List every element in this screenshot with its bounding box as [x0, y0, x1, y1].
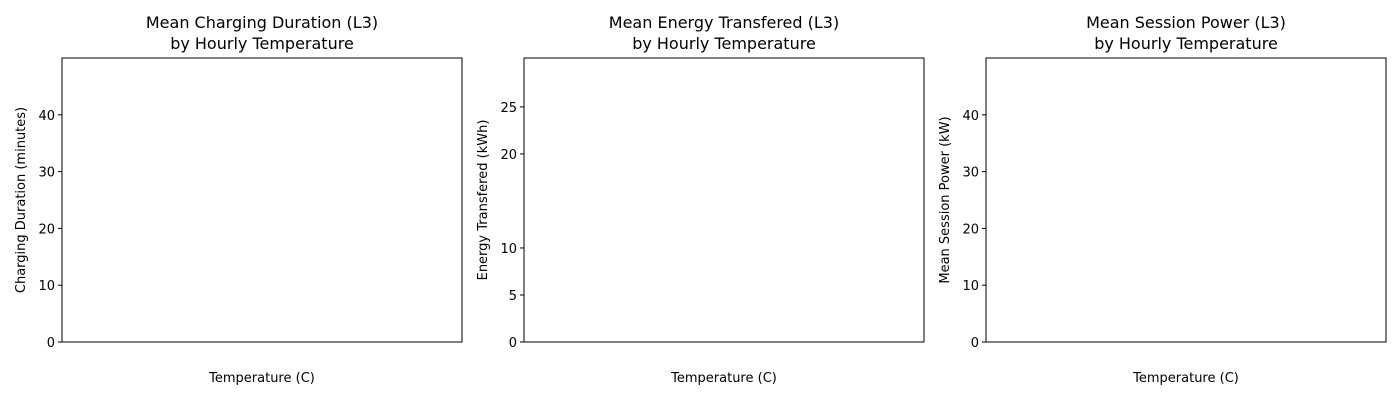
y-tick-label: 25 — [500, 101, 517, 116]
chart-title: by Hourly Temperature — [1094, 34, 1278, 53]
chart-title: by Hourly Temperature — [170, 34, 354, 53]
x-axis-label: Temperature (C) — [208, 371, 315, 386]
y-tick-label: 40 — [962, 109, 979, 124]
axes-frame — [985, 57, 1387, 343]
y-tick-label: 0 — [509, 336, 517, 351]
y-axis-label: Charging Duration (minutes) — [14, 107, 29, 293]
y-tick-label: 5 — [509, 289, 517, 304]
y-tick-label: 40 — [38, 109, 55, 124]
y-axis-label: Energy Transfered (kWh) — [476, 120, 491, 281]
chart-title: Mean Session Power (L3) — [1086, 13, 1286, 32]
x-axis-label: Temperature (C) — [1132, 371, 1239, 386]
y-tick-label: 20 — [962, 222, 979, 237]
y-tick-label: 20 — [500, 148, 517, 163]
y-tick-label: 10 — [962, 279, 979, 294]
axes-frame — [61, 57, 463, 343]
y-tick-label: 10 — [500, 242, 517, 257]
y-axis-label: Mean Session Power (kW) — [938, 116, 953, 283]
chart-title: Mean Energy Transfered (L3) — [609, 13, 839, 32]
y-tick-label: 30 — [38, 166, 55, 181]
axes-frame — [523, 57, 925, 343]
y-tick-label: 20 — [38, 222, 55, 237]
y-tick-label: 0 — [971, 336, 979, 351]
chart-title: Mean Charging Duration (L3) — [146, 13, 378, 32]
chart-title: by Hourly Temperature — [632, 34, 816, 53]
y-tick-label: 0 — [47, 336, 55, 351]
y-tick-label: 10 — [38, 279, 55, 294]
y-tick-label: 30 — [962, 166, 979, 181]
x-axis-label: Temperature (C) — [670, 371, 777, 386]
